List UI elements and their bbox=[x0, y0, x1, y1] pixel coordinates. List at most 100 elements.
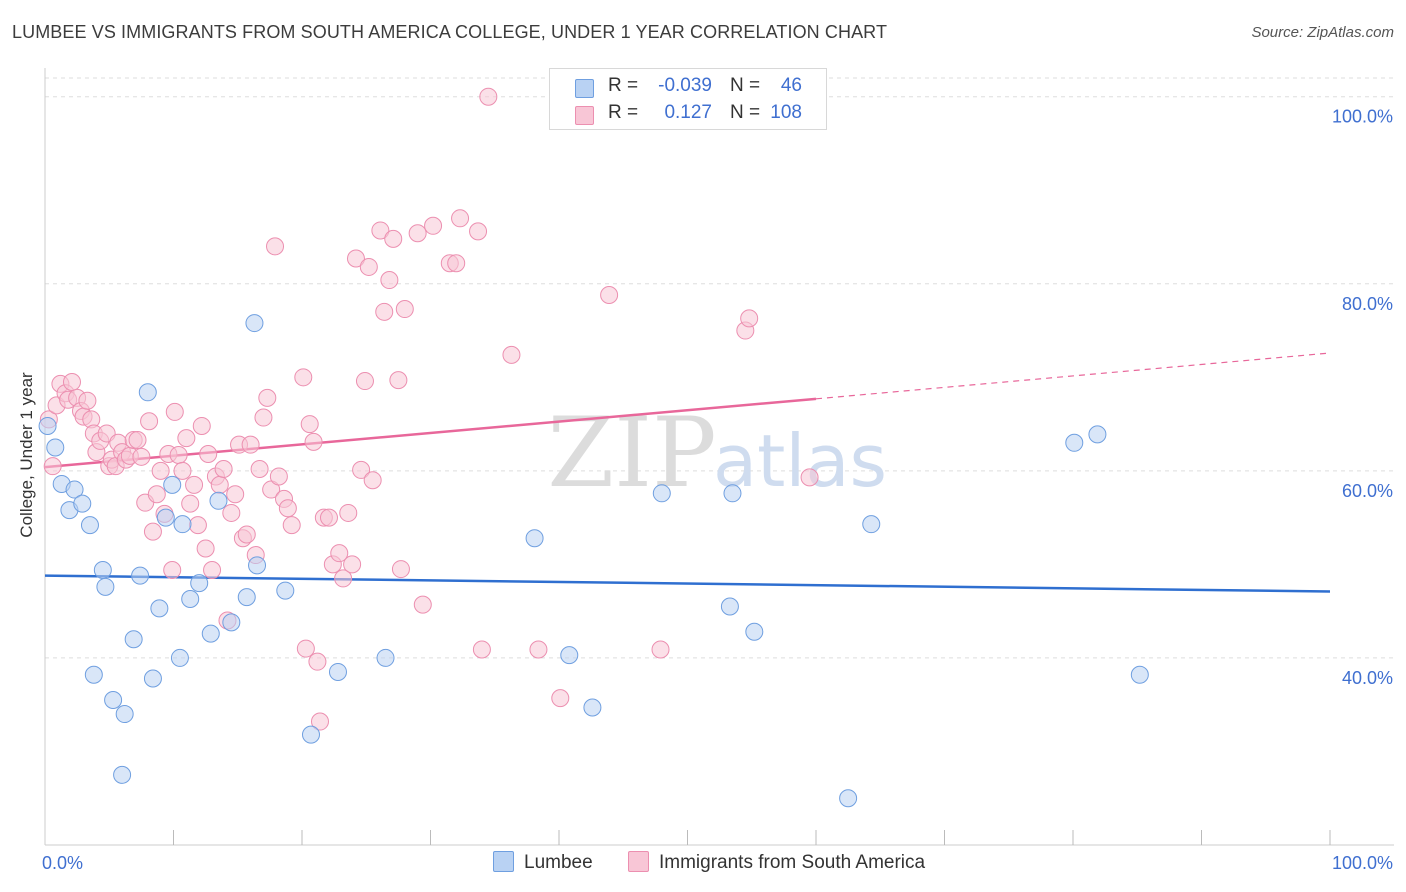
immigrants-point bbox=[479, 87, 498, 106]
immigrants-point bbox=[188, 516, 207, 535]
immigrants-point bbox=[169, 445, 188, 464]
immigrants-point bbox=[128, 430, 147, 449]
immigrants-point bbox=[330, 544, 349, 563]
lumbee-point bbox=[181, 589, 200, 608]
immigrants-point bbox=[651, 640, 670, 659]
immigrants-point bbox=[472, 640, 491, 659]
lumbee-point bbox=[80, 516, 99, 535]
x-tick-label: 100.0% bbox=[1332, 853, 1393, 873]
lumbee-point bbox=[124, 630, 143, 649]
immigrants-point bbox=[185, 475, 204, 494]
immigrants-point bbox=[447, 254, 466, 273]
immigrants-point bbox=[343, 555, 362, 574]
immigrants-point bbox=[310, 712, 329, 731]
lumbee-point bbox=[245, 314, 264, 333]
lumbee-point bbox=[237, 588, 256, 607]
immigrants-point bbox=[375, 302, 394, 321]
lumbee-point bbox=[1088, 425, 1107, 444]
legend-row-immigrants: R = 0.127 N = 108 bbox=[550, 102, 826, 128]
lumbee-point bbox=[156, 508, 175, 527]
immigrants-point bbox=[469, 222, 488, 241]
lumbee-point bbox=[1130, 665, 1149, 684]
immigrants-point bbox=[203, 561, 222, 580]
immigrants-point bbox=[346, 249, 365, 268]
lumbee-point bbox=[745, 622, 764, 641]
immigrants-point bbox=[319, 508, 338, 527]
r-label: R = bbox=[608, 75, 639, 96]
immigrants-point bbox=[269, 467, 288, 486]
immigrants-point bbox=[294, 368, 313, 387]
immigrants-point bbox=[334, 569, 353, 588]
lumbee-point bbox=[720, 597, 739, 616]
immigrants-point bbox=[352, 460, 371, 479]
lumbee-points bbox=[38, 314, 1149, 808]
immigrants-point bbox=[165, 402, 184, 421]
immigrants-points bbox=[39, 87, 819, 731]
lumbee-swatch bbox=[575, 79, 594, 98]
legend-item-lumbee: Lumbee bbox=[493, 851, 593, 874]
immigrants-point bbox=[304, 432, 323, 451]
immigrants-point bbox=[192, 416, 211, 435]
y-tick-label: 40.0% bbox=[1342, 668, 1393, 688]
immigrants-legend-label: Immigrants from South America bbox=[659, 852, 926, 873]
immigrants-point bbox=[389, 371, 408, 390]
immigrants-point bbox=[181, 494, 200, 513]
lumbee-point bbox=[115, 705, 134, 724]
immigrants-point bbox=[143, 522, 162, 541]
lumbee-point bbox=[222, 613, 241, 632]
lumbee-point bbox=[131, 566, 150, 585]
immigrants-point bbox=[210, 475, 229, 494]
legend-row-lumbee: R = -0.039 N = 46 bbox=[550, 75, 826, 101]
immigrants-point bbox=[78, 391, 97, 410]
lumbee-point bbox=[248, 556, 267, 575]
y-tick-label: 60.0% bbox=[1342, 481, 1393, 501]
tick-labels: 40.0% 60.0% 80.0% 100.0% 0.0% 100.0% bbox=[42, 107, 1393, 873]
immigrants-point bbox=[147, 485, 166, 504]
source-label: Source: ZipAtlas.com bbox=[1251, 24, 1394, 41]
lumbee-point bbox=[1065, 433, 1084, 452]
immigrants-point bbox=[254, 408, 273, 427]
immigrants-point bbox=[359, 257, 378, 276]
immigrants-point bbox=[163, 561, 182, 580]
lumbee-point bbox=[201, 624, 220, 643]
immigrants-point bbox=[740, 309, 759, 328]
lumbee-point bbox=[301, 725, 320, 744]
immigrants-point bbox=[250, 459, 269, 478]
immigrants-point bbox=[296, 639, 315, 658]
immigrants-point bbox=[451, 209, 470, 228]
lumbee-point bbox=[138, 383, 157, 402]
immigrants-point bbox=[237, 525, 256, 544]
lumbee-point bbox=[143, 669, 162, 688]
immigrants-point bbox=[408, 224, 427, 243]
legend-item-immigrants: Immigrants from South America bbox=[628, 851, 925, 874]
lumbee-legend-label: Lumbee bbox=[524, 852, 593, 873]
immigrants-trend-extension bbox=[815, 352, 1331, 400]
lumbee-point bbox=[173, 515, 192, 534]
y-tick-label: 100.0% bbox=[1332, 107, 1393, 127]
n-value: 108 bbox=[770, 102, 802, 123]
immigrants-point bbox=[278, 499, 297, 518]
lumbee-point bbox=[65, 480, 84, 499]
lumbee-point bbox=[84, 665, 103, 684]
r-label: R = bbox=[608, 102, 639, 123]
immigrants-point bbox=[424, 216, 443, 235]
immigrants-point bbox=[800, 468, 819, 487]
lumbee-point bbox=[652, 484, 671, 503]
immigrants-point bbox=[258, 388, 277, 407]
lumbee-point bbox=[839, 789, 858, 808]
immigrants-point bbox=[339, 503, 358, 522]
lumbee-point bbox=[170, 648, 189, 667]
immigrants-point bbox=[140, 412, 159, 431]
immigrants-point bbox=[600, 286, 619, 305]
chart-title: LUMBEE VS IMMIGRANTS FROM SOUTH AMERICA … bbox=[12, 22, 888, 42]
lumbee-point bbox=[862, 515, 881, 534]
grid-lines bbox=[45, 77, 1394, 659]
lumbee-point bbox=[723, 484, 742, 503]
immigrants-point bbox=[371, 221, 390, 240]
immigrants-point bbox=[355, 372, 374, 391]
watermark-zip: ZIP bbox=[547, 397, 716, 509]
lumbee-point bbox=[113, 765, 132, 784]
lumbee-point bbox=[525, 529, 544, 548]
lumbee-point bbox=[376, 648, 395, 667]
